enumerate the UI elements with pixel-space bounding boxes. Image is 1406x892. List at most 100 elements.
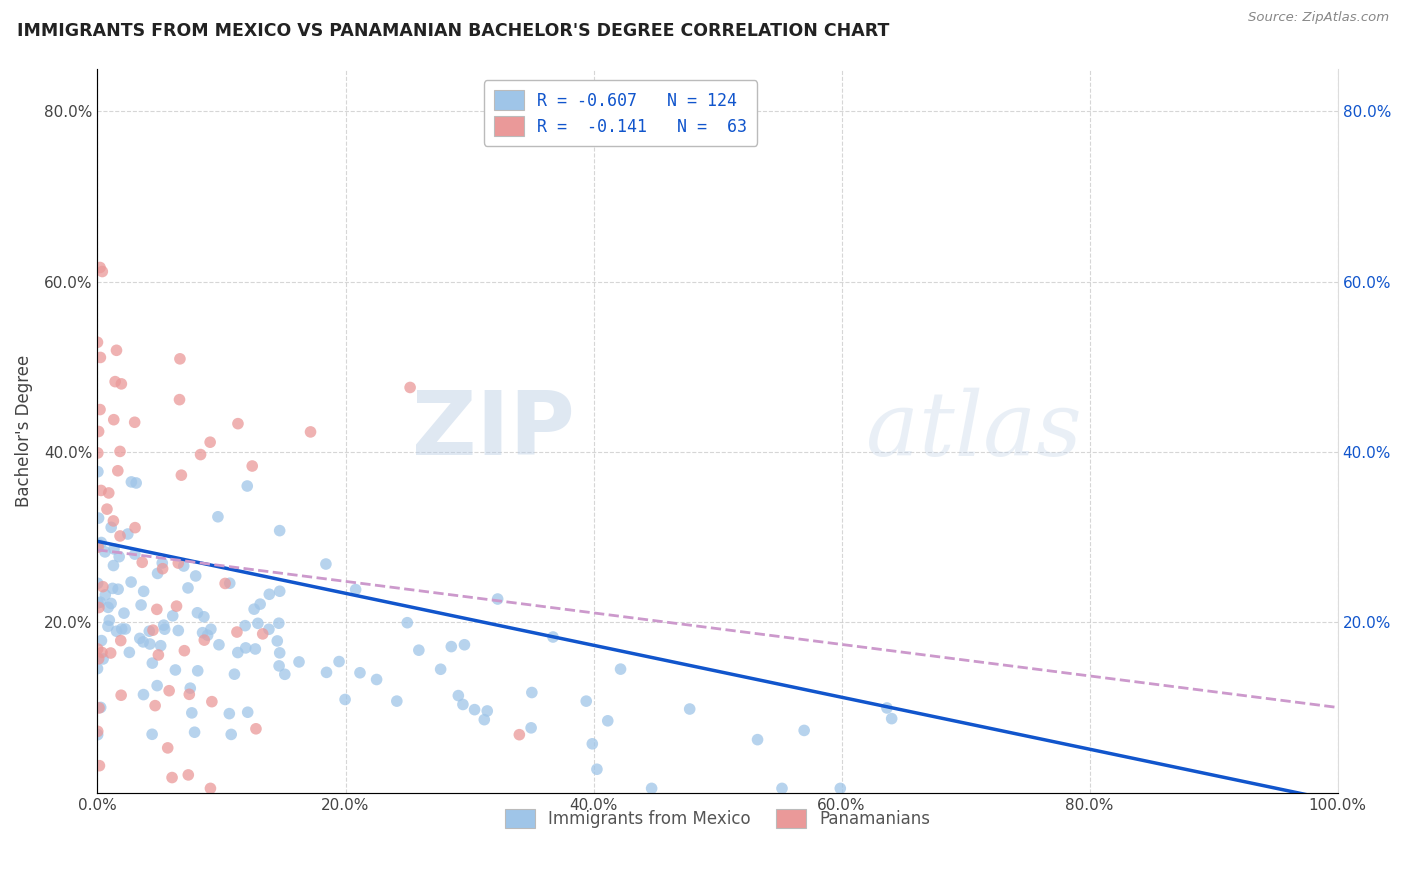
Point <box>101 582 124 596</box>
Point <box>240 458 263 473</box>
Point <box>103 558 125 573</box>
Point <box>349 665 371 680</box>
Point <box>148 648 170 662</box>
Point <box>86 576 108 591</box>
Point <box>132 584 155 599</box>
Point <box>91 645 114 659</box>
Point <box>269 659 291 673</box>
Point <box>520 721 543 735</box>
Point <box>236 705 259 719</box>
Point <box>169 351 191 366</box>
Point <box>218 576 240 591</box>
Point <box>143 698 166 713</box>
Point <box>132 688 155 702</box>
Point <box>110 376 132 391</box>
Point <box>169 392 191 407</box>
Point <box>453 638 475 652</box>
Point <box>366 673 388 687</box>
Point <box>128 632 150 646</box>
Point <box>177 581 200 595</box>
Point <box>328 655 350 669</box>
Point <box>184 569 207 583</box>
Text: atlas: atlas <box>866 387 1083 474</box>
Point <box>105 343 128 358</box>
Point <box>139 637 162 651</box>
Point <box>177 768 200 782</box>
Point <box>125 475 148 490</box>
Point <box>90 535 112 549</box>
Point <box>207 509 229 524</box>
Point <box>226 417 249 431</box>
Point <box>246 616 269 631</box>
Point <box>187 664 209 678</box>
Point <box>86 724 108 739</box>
Point <box>90 483 112 498</box>
Point <box>408 643 430 657</box>
Point <box>117 527 139 541</box>
Point <box>87 540 110 554</box>
Point <box>107 464 129 478</box>
Text: ZIP: ZIP <box>412 387 575 474</box>
Point <box>770 781 793 796</box>
Point <box>91 580 114 594</box>
Point <box>110 633 132 648</box>
Point <box>793 723 815 738</box>
Point <box>104 375 127 389</box>
Point <box>160 771 183 785</box>
Point <box>138 624 160 639</box>
Y-axis label: Bachelor's Degree: Bachelor's Degree <box>15 354 32 507</box>
Point <box>108 549 131 564</box>
Point <box>124 415 146 429</box>
Point <box>226 625 249 640</box>
Point <box>97 600 120 615</box>
Point <box>146 566 169 581</box>
Point <box>142 623 165 637</box>
Point <box>173 643 195 657</box>
Point <box>315 665 337 680</box>
Point <box>440 640 463 654</box>
Point <box>146 679 169 693</box>
Point <box>100 646 122 660</box>
Point <box>166 599 188 614</box>
Point <box>179 687 201 701</box>
Point <box>198 435 221 450</box>
Point <box>257 622 280 636</box>
Text: IMMIGRANTS FROM MEXICO VS PANAMANIAN BACHELOR'S DEGREE CORRELATION CHART: IMMIGRANTS FROM MEXICO VS PANAMANIAN BAC… <box>17 22 889 40</box>
Point <box>157 683 180 698</box>
Point <box>89 758 111 772</box>
Point <box>477 704 499 718</box>
Point <box>249 597 271 611</box>
Point <box>575 694 598 708</box>
Point <box>87 537 110 551</box>
Point <box>100 596 122 610</box>
Point <box>98 613 121 627</box>
Point <box>152 618 174 632</box>
Point <box>235 640 257 655</box>
Point <box>233 618 256 632</box>
Point <box>170 468 193 483</box>
Point <box>110 688 132 702</box>
Point <box>89 595 111 609</box>
Legend: Immigrants from Mexico, Panamanians: Immigrants from Mexico, Panamanians <box>498 803 936 835</box>
Point <box>269 584 291 599</box>
Point <box>87 652 110 666</box>
Point <box>90 700 112 714</box>
Point <box>399 380 422 394</box>
Point <box>830 781 852 796</box>
Point <box>214 576 236 591</box>
Point <box>103 541 125 556</box>
Point <box>208 638 231 652</box>
Point <box>447 689 470 703</box>
Point <box>87 425 110 439</box>
Point <box>86 335 108 350</box>
Point <box>876 701 898 715</box>
Point <box>132 635 155 649</box>
Point <box>385 694 408 708</box>
Point <box>315 557 337 571</box>
Point <box>747 732 769 747</box>
Point <box>609 662 631 676</box>
Point <box>299 425 322 439</box>
Point <box>183 725 205 739</box>
Point <box>124 521 146 535</box>
Point <box>259 587 281 601</box>
